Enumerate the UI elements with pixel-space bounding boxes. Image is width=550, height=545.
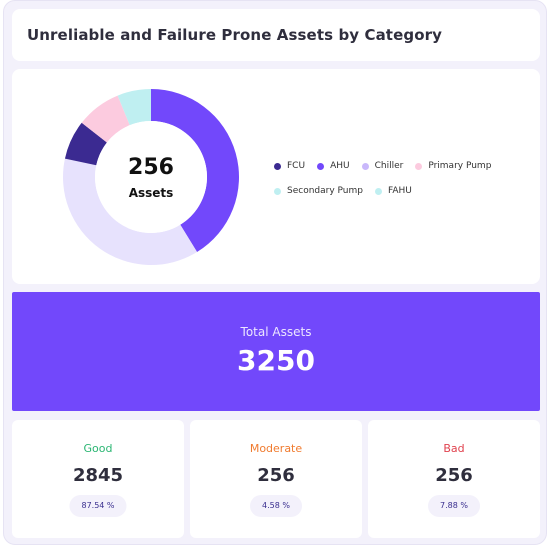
legend-label: FCU xyxy=(287,161,306,171)
legend-label: Chiller xyxy=(374,161,404,171)
stat-title: Bad xyxy=(443,442,465,455)
legend-item-fcu[interactable]: FCU xyxy=(274,159,305,173)
stat-title: Moderate xyxy=(249,442,303,455)
legend-item-primary-pump[interactable]: Primary Pump xyxy=(415,159,491,173)
legend-label: FAHU xyxy=(387,186,412,196)
legend-dot-icon xyxy=(374,187,382,195)
total-assets-value: 3250 xyxy=(237,344,315,377)
stat-value: 256 xyxy=(257,465,295,486)
legend-dot-icon xyxy=(317,162,325,170)
total-assets-card: Total Assets 3250 xyxy=(12,292,540,411)
donut-chart-card: 256 Assets FCU AHU Chiller Primary P xyxy=(12,69,540,284)
total-assets-label: Total Assets xyxy=(240,325,312,339)
legend-row: Secondary Pump FAHU xyxy=(274,184,534,198)
legend-label: Primary Pump xyxy=(428,161,492,171)
stat-title: Good xyxy=(83,442,113,455)
donut-chart xyxy=(62,89,240,265)
donut-slice-fahu[interactable] xyxy=(117,89,151,126)
stat-value: 256 xyxy=(435,465,473,486)
donut-slice-chiller[interactable] xyxy=(62,158,198,265)
legend-dot-icon xyxy=(415,162,423,170)
legend-label: Secondary Pump xyxy=(287,186,363,196)
legend-dot-icon xyxy=(274,187,281,195)
stat-card-moderate: Moderate 256 4.58 % xyxy=(190,420,362,538)
widget-title: Unreliable and Failure Prone Assets by C… xyxy=(27,26,442,44)
chart-legend: FCU AHU Chiller Primary Pump S xyxy=(274,159,534,209)
stat-percent-badge: 87.54 % xyxy=(69,495,127,517)
donut-center-label: Assets xyxy=(128,186,174,200)
legend-label: AHU xyxy=(330,161,350,171)
donut-slice-primary-pump[interactable] xyxy=(81,95,130,143)
legend-dot-icon xyxy=(274,162,281,170)
legend-item-ahu[interactable]: AHU xyxy=(317,159,350,173)
stat-card-bad: Bad 256 7.88 % xyxy=(368,420,540,538)
stat-percent-badge: 4.58 % xyxy=(250,495,302,517)
stat-value: 2845 xyxy=(72,465,124,486)
stat-card-good: Good 2845 87.54 % xyxy=(12,420,184,538)
donut-slice-fcu[interactable] xyxy=(64,122,107,166)
legend-dot-icon xyxy=(361,162,369,170)
legend-item-fahu[interactable]: FAHU xyxy=(374,184,412,198)
legend-row: FCU AHU Chiller Primary Pump xyxy=(274,159,534,173)
donut-hole xyxy=(95,121,207,233)
legend-item-secondary-pump[interactable]: Secondary Pump xyxy=(274,184,363,198)
legend-item-chiller[interactable]: Chiller xyxy=(361,159,404,173)
stat-percent-badge: 7.88 % xyxy=(428,495,480,517)
donut-slice-ahu[interactable] xyxy=(151,89,240,252)
assets-widget: Unreliable and Failure Prone Assets by C… xyxy=(3,0,547,545)
donut-center-value: 256 xyxy=(128,155,174,180)
widget-header: Unreliable and Failure Prone Assets by C… xyxy=(12,9,540,61)
